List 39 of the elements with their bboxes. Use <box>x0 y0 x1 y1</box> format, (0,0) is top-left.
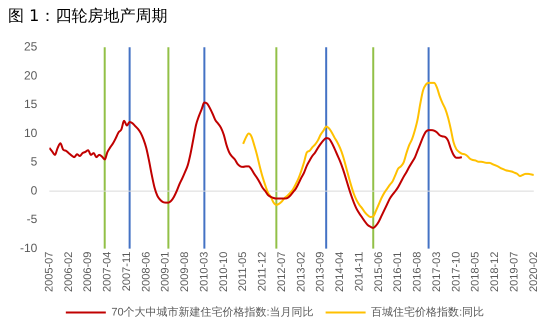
x-tick-label: 2014-04 <box>334 252 346 292</box>
x-tick-label: 2016-08 <box>412 252 424 292</box>
legend-label: 70个大中城市新建住宅价格指数:当月同比 <box>111 306 314 319</box>
x-tick-label: 2007-04 <box>102 252 114 292</box>
y-tick-label: -5 <box>26 212 38 226</box>
x-tick-label: 2012-07 <box>276 252 288 292</box>
y-tick-label: 20 <box>24 68 38 82</box>
x-tick-label: 2008-06 <box>140 252 152 292</box>
legend-label: 百城住宅价格指数:同比 <box>371 306 484 319</box>
y-tick-label: 5 <box>30 154 38 169</box>
x-tick-label: 2018-05 <box>470 252 482 292</box>
x-tick-label: 2019-07 <box>508 252 520 292</box>
x-tick-label: 2011-05 <box>237 252 250 292</box>
x-tick-label: 2007-11 <box>120 252 133 292</box>
line-series <box>49 101 463 229</box>
x-tick-label: 2011-12 <box>256 252 269 292</box>
y-tick-label: 0 <box>30 183 38 198</box>
x-tick-label: 2013-02 <box>295 252 308 292</box>
y-tick-label: 15 <box>24 97 38 112</box>
y-tick-label: 25 <box>24 40 38 54</box>
x-tick-label: 2018-12 <box>489 252 502 292</box>
x-tick-label: 2020-02 <box>528 252 540 292</box>
line-series <box>242 82 534 218</box>
x-tick-label: 2013-09 <box>314 252 327 292</box>
x-tick-label: 2006-09 <box>82 252 94 292</box>
x-tick-label: 2017-03 <box>430 252 443 292</box>
x-tick-label: 2006-02 <box>62 252 75 292</box>
x-tick-label: 2009-01 <box>160 252 172 292</box>
chart-title: 图 1：四轮房地产周期 <box>8 6 168 27</box>
x-tick-label: 2009-08 <box>179 252 192 292</box>
x-tick-label: 2005-07 <box>43 252 56 292</box>
x-tick-label: 2010-03 <box>198 252 210 292</box>
x-tick-label: 2017-10 <box>450 252 462 292</box>
x-tick-label: 2014-11 <box>353 252 366 292</box>
x-tick-label: 2010-10 <box>218 252 230 292</box>
y-tick-label: 10 <box>24 126 38 140</box>
x-tick-label: 2015-06 <box>372 252 385 292</box>
y-tick-label: -10 <box>20 240 38 255</box>
x-tick-label: 2016-01 <box>392 252 404 292</box>
